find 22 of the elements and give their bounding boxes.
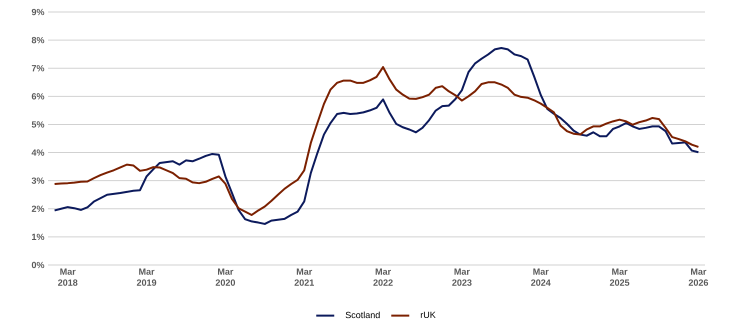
x-tick-label: Mar 2026	[688, 268, 708, 286]
y-tick-label: 4%	[32, 149, 44, 156]
y-tick-label: 5%	[32, 121, 44, 128]
y-tick-label: 6%	[32, 93, 44, 100]
x-tick-label: Mar 2024	[531, 268, 551, 286]
x-tick-label: Mar 2021	[294, 268, 314, 286]
x-tick-label: Mar 2019	[136, 268, 156, 286]
x-tick-label: Mar 2022	[373, 268, 393, 286]
line-series	[54, 66, 700, 216]
y-tick-label: 1%	[32, 234, 44, 240]
y-tick-label: 2%	[32, 206, 44, 212]
legend-label: Scotland	[346, 312, 380, 318]
y-tick-label: 9%	[32, 8, 44, 16]
x-tick-label: Mar 2018	[58, 268, 78, 286]
y-tick-label: 7%	[32, 65, 44, 72]
y-tick-label: 8%	[32, 36, 44, 44]
y-tick-label: 3%	[32, 177, 44, 184]
x-tick-label: Mar 2023	[452, 268, 472, 286]
y-tick-label: 0%	[32, 262, 44, 268]
x-tick-label: Mar 2020	[216, 268, 236, 286]
x-tick-label: Mar 2025	[610, 268, 630, 286]
legend-label: rUK	[420, 312, 436, 318]
